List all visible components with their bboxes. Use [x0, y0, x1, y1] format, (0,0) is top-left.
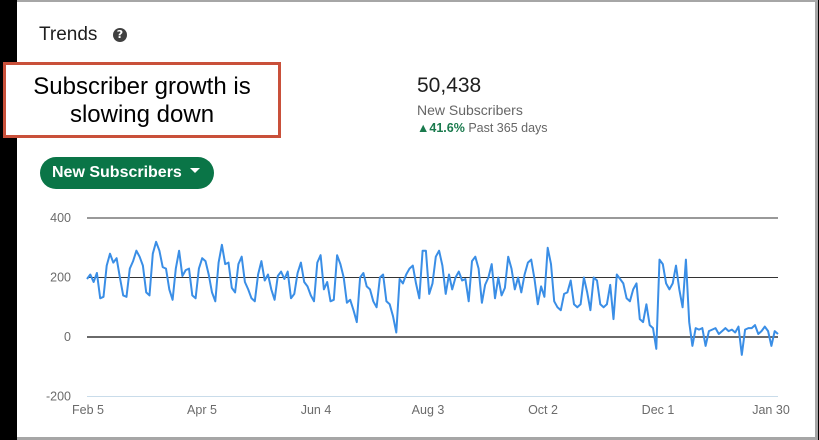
x-tick-label: Apr 5: [187, 403, 217, 417]
stat-value: 50,438: [417, 74, 482, 97]
x-tick-label: Aug 3: [412, 403, 445, 417]
caret-down-icon: [189, 168, 200, 174]
help-icon[interactable]: ?: [113, 28, 127, 42]
stat-delta: ▲41.6% Past 365 days: [417, 121, 548, 135]
x-tick-label: Jun 4: [301, 403, 332, 417]
y-tick-label: 0: [64, 330, 71, 344]
card-title: Trends: [39, 24, 98, 45]
annotation-line-2: slowing down: [69, 101, 215, 128]
annotation-callout: Subscriber growth is slowing down: [3, 62, 281, 138]
chart-gridlines: [87, 217, 778, 397]
y-axis-labels: 400 200 0 -200: [46, 211, 71, 404]
x-tick-label: Oct 2: [528, 403, 558, 417]
x-tick-label: Jan 30: [752, 403, 790, 417]
stat-label: New Subscribers: [417, 102, 523, 118]
metric-dropdown[interactable]: New Subscribers: [40, 157, 214, 189]
y-tick-label: 200: [50, 271, 71, 285]
x-axis-labels: Feb 5 Apr 5 Jun 4 Aug 3 Oct 2 Dec 1 Jan 30: [72, 403, 790, 417]
delta-value: 41.6%: [429, 121, 465, 135]
summary-stat: 50,438 New Subscribers ▲41.6% Past 365 d…: [417, 74, 548, 135]
trends-card: Trends ? Subscriber growth is slowing do…: [3, 0, 818, 440]
x-tick-label: Feb 5: [72, 403, 104, 417]
annotation-line-1: Subscriber growth is: [33, 73, 251, 100]
x-tick-label: Dec 1: [642, 403, 675, 417]
delta-period: Past 365 days: [468, 121, 548, 135]
metric-dropdown-label: New Subscribers: [52, 164, 182, 181]
y-tick-label: 400: [50, 211, 71, 225]
trend-up-icon: ▲: [417, 121, 430, 135]
y-tick-label: -200: [46, 390, 71, 404]
series-line-new-subscribers: [86, 240, 779, 356]
